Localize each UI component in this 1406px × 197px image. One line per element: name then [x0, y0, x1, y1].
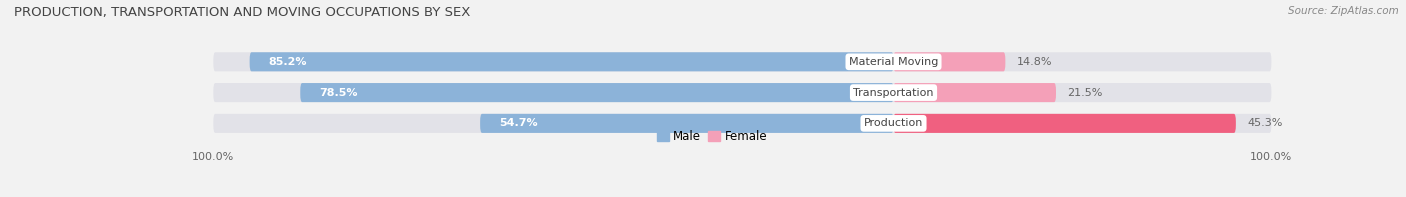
Text: 85.2%: 85.2% — [269, 57, 307, 67]
Text: 21.5%: 21.5% — [1067, 88, 1102, 98]
Text: PRODUCTION, TRANSPORTATION AND MOVING OCCUPATIONS BY SEX: PRODUCTION, TRANSPORTATION AND MOVING OC… — [14, 6, 471, 19]
Text: 14.8%: 14.8% — [1017, 57, 1052, 67]
FancyBboxPatch shape — [214, 52, 1271, 71]
Text: Transportation: Transportation — [853, 88, 934, 98]
FancyBboxPatch shape — [301, 83, 894, 102]
Legend: Male, Female: Male, Female — [652, 125, 772, 148]
FancyBboxPatch shape — [894, 52, 1005, 71]
FancyBboxPatch shape — [250, 52, 894, 71]
Text: Source: ZipAtlas.com: Source: ZipAtlas.com — [1288, 6, 1399, 16]
Text: 45.3%: 45.3% — [1247, 118, 1282, 128]
FancyBboxPatch shape — [479, 114, 894, 133]
FancyBboxPatch shape — [214, 83, 1271, 102]
FancyBboxPatch shape — [894, 114, 1236, 133]
Text: Material Moving: Material Moving — [849, 57, 938, 67]
FancyBboxPatch shape — [894, 83, 1056, 102]
Text: 54.7%: 54.7% — [499, 118, 537, 128]
Text: 78.5%: 78.5% — [319, 88, 357, 98]
Text: Production: Production — [863, 118, 924, 128]
FancyBboxPatch shape — [214, 114, 1271, 133]
